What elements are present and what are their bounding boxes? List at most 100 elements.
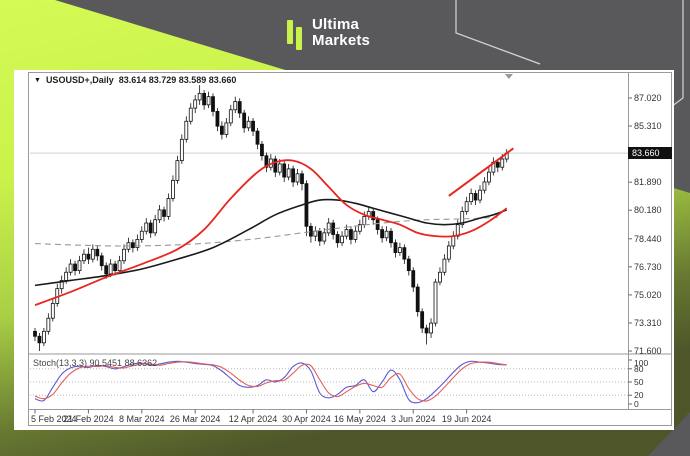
- candle-body: [442, 258, 447, 273]
- price-axis-label: 81.890: [634, 177, 662, 188]
- candle-body: [37, 335, 42, 344]
- candle-body: [206, 96, 211, 106]
- candle-body: [380, 229, 385, 239]
- candle-body: [308, 225, 313, 237]
- candle-body: [326, 222, 331, 234]
- candle-body: [153, 219, 158, 234]
- candle-body: [171, 179, 175, 199]
- candle-body: [242, 112, 247, 129]
- chart-title-bar: ▼ USOUSD+,Daily 83.614 83.729 83.589 83.…: [34, 75, 236, 85]
- candle-body: [166, 198, 171, 217]
- ma-long-dashed-line: [34, 216, 498, 247]
- price-axis-label: 71.600: [634, 346, 662, 357]
- candle-body: [255, 130, 260, 145]
- candle-body: [95, 248, 100, 257]
- candle-body: [90, 248, 95, 260]
- candle-body: [233, 101, 238, 111]
- candle-body: [104, 265, 109, 275]
- candle-body: [495, 161, 500, 168]
- price-axis-label: 75.020: [634, 289, 662, 300]
- candle-body: [317, 230, 322, 242]
- price-axis-label: 78.440: [634, 233, 662, 244]
- date-axis-label: 30 Apr 2024: [282, 414, 331, 424]
- candle-body: [99, 255, 104, 267]
- candle-body: [393, 242, 398, 253]
- candle-body: [64, 271, 69, 281]
- candle-body: [371, 211, 376, 221]
- chart-shift-marker-icon: [504, 74, 513, 79]
- candle-body: [411, 270, 416, 288]
- trendline[interactable]: [448, 147, 514, 197]
- candle-body: [362, 216, 367, 226]
- candle-body: [286, 168, 291, 178]
- candle-body: [446, 245, 451, 260]
- price-axis-label: 87.020: [634, 92, 662, 103]
- ohlc-values: 83.614 83.729 83.589 83.660: [118, 75, 237, 85]
- candle-body: [251, 120, 255, 132]
- stoch-axis-label: 80: [634, 363, 644, 374]
- candle-body: [228, 109, 233, 124]
- candle-body: [68, 263, 73, 273]
- candle-body: [108, 263, 113, 275]
- candle-body: [277, 163, 282, 173]
- candle-body: [193, 99, 198, 109]
- candle-body: [175, 160, 180, 181]
- candle-body: [46, 317, 51, 332]
- candle-body: [415, 286, 420, 313]
- stoch-d-line: [34, 361, 507, 402]
- hexagon-outline-icon: [455, 0, 541, 65]
- candle-body: [464, 201, 469, 212]
- candle-body: [148, 222, 153, 234]
- candle-body: [219, 125, 224, 135]
- symbol-dropdown-icon[interactable]: ▼: [34, 76, 41, 84]
- candle-body: [433, 281, 438, 324]
- candle-body: [420, 311, 425, 329]
- candle-body: [438, 271, 442, 283]
- candle-body: [282, 163, 287, 178]
- stoch-axis-label: 0: [634, 398, 639, 409]
- candle-body: [397, 247, 402, 253]
- brand-logo: Ultima Markets: [287, 17, 370, 50]
- candle-body: [33, 330, 37, 337]
- candle-body: [402, 247, 407, 260]
- candle-body: [300, 173, 304, 185]
- candle-body: [469, 193, 474, 203]
- stoch-axis-label: 20: [634, 390, 644, 401]
- candle-body: [215, 111, 220, 127]
- candle-body: [202, 92, 207, 106]
- candle-body: [264, 155, 269, 168]
- price-axis-label: 85.310: [634, 121, 662, 132]
- candle-body: [478, 189, 482, 201]
- date-axis-label: 8 Mar 2024: [119, 414, 165, 424]
- candle-body: [122, 248, 126, 262]
- candle-body: [340, 235, 344, 244]
- candle-body: [335, 234, 340, 244]
- candle-body: [113, 263, 117, 272]
- candle-body: [237, 101, 242, 114]
- indicator-label: Stoch(13,3,3) 90.5451 88.6362: [33, 358, 158, 368]
- candle-body: [322, 232, 327, 242]
- candle-body: [184, 120, 189, 140]
- ma-slow-line: [34, 198, 507, 287]
- window-frame: [28, 72, 672, 426]
- candle-body: [211, 96, 215, 112]
- candle-body: [375, 219, 380, 230]
- price-axis-label: 73.310: [634, 317, 662, 328]
- candle-body: [135, 239, 140, 249]
- date-axis-label: 3 Jun 2024: [390, 414, 436, 424]
- candle-body: [273, 158, 278, 173]
- date-axis-label: 26 Mar 2024: [169, 414, 221, 424]
- date-axis-label: 21 Feb 2024: [63, 414, 114, 424]
- stoch-k-line: [34, 360, 507, 404]
- candle-body: [389, 230, 393, 244]
- symbol-label: USOUSD+,Daily: [45, 75, 114, 85]
- candle-body: [344, 229, 349, 237]
- candle-body: [406, 258, 411, 272]
- candle-body: [139, 230, 144, 240]
- candle-body: [188, 107, 193, 122]
- candle-body: [157, 209, 162, 221]
- candles: [33, 85, 509, 352]
- brand-name-line1: Ultima: [312, 16, 360, 33]
- candle-body: [197, 92, 202, 101]
